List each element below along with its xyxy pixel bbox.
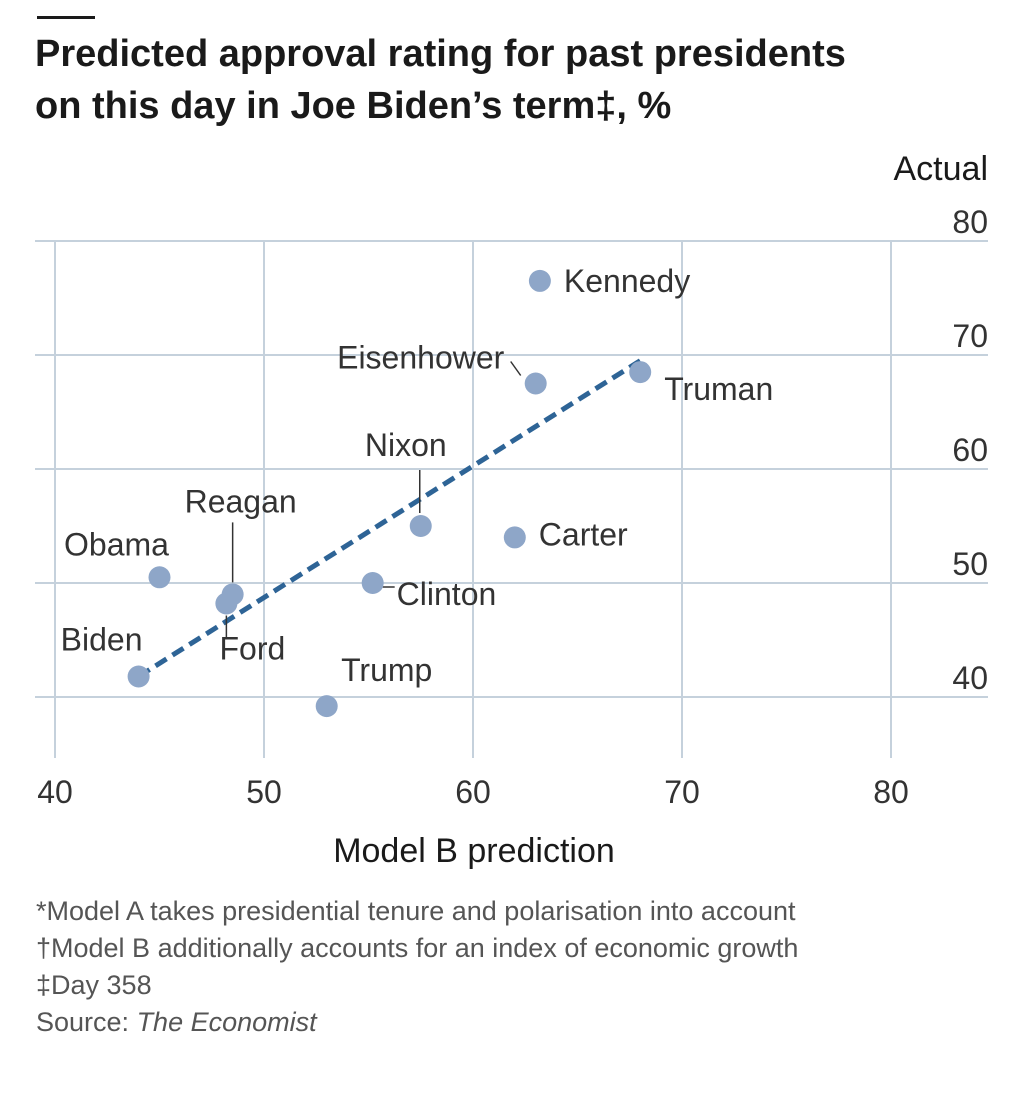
footnote-day: ‡Day 358	[36, 970, 152, 1000]
point-biden	[127, 665, 150, 688]
chart-title-line-2: on this day in Joe Biden’s term‡, %	[35, 85, 672, 127]
label-biden: Biden	[61, 621, 143, 657]
leader-eisenhower	[510, 361, 522, 376]
point-obama	[148, 566, 171, 589]
point-nixon	[409, 515, 432, 537]
source-name: The Economist	[136, 1007, 317, 1037]
point-trump	[315, 695, 338, 718]
point-eisenhower	[524, 372, 547, 395]
x-tick-70: 70	[664, 774, 700, 810]
footnote-model-a: *Model A takes presidential tenure and p…	[36, 896, 796, 926]
y-tick-70: 70	[952, 318, 988, 354]
y-axis-label: Actual	[894, 150, 989, 188]
chart-title-line-1: Predicted approval rating for past presi…	[35, 33, 846, 75]
label-nixon: Nixon	[365, 427, 447, 463]
label-obama: Obama	[64, 526, 169, 562]
label-trump: Trump	[341, 652, 432, 688]
x-tick-40: 40	[37, 774, 73, 810]
point-ford	[215, 592, 238, 615]
scatter-chart: Kennedy Eisenhower Truman Nixon Carter Reagan…	[35, 150, 988, 870]
footnotes: *Model A takes presidential tenure and p…	[36, 893, 996, 1041]
label-eisenhower: Eisenhower	[337, 340, 505, 376]
source-label: Source:	[36, 1007, 137, 1037]
label-clinton: Clinton	[397, 576, 497, 612]
label-ford: Ford	[219, 631, 285, 667]
grid-lines	[35, 240, 988, 758]
point-truman	[629, 361, 652, 384]
point-carter	[503, 526, 526, 549]
point-labels: Kennedy Eisenhower Truman Nixon Carter Reagan…	[61, 263, 774, 688]
label-leaders	[225, 361, 522, 639]
point-kennedy	[528, 269, 551, 292]
label-reagan: Reagan	[185, 483, 297, 519]
y-tick-80: 80	[952, 204, 988, 240]
y-tick-50: 50	[952, 546, 988, 582]
x-tick-60: 60	[455, 774, 491, 810]
axis-labels: 40 50 60 70 80 40 50 60 70 80 Actual Model B predic…	[37, 150, 988, 870]
y-tick-40: 40	[952, 660, 988, 696]
x-tick-80: 80	[873, 774, 909, 810]
source-line: Source: The Economist	[36, 1004, 996, 1041]
point-clinton	[361, 572, 384, 594]
header-rule	[37, 16, 95, 19]
x-axis-label: Model B prediction	[333, 832, 615, 870]
x-tick-50: 50	[246, 774, 282, 810]
y-tick-60: 60	[952, 432, 988, 468]
label-truman: Truman	[664, 371, 773, 407]
data-points	[127, 269, 652, 718]
label-kennedy: Kennedy	[564, 263, 690, 299]
chart-title: Predicted approval rating for past presi…	[35, 28, 995, 132]
footnote-model-b: †Model B additionally accounts for an in…	[36, 933, 799, 963]
label-carter: Carter	[539, 516, 628, 552]
